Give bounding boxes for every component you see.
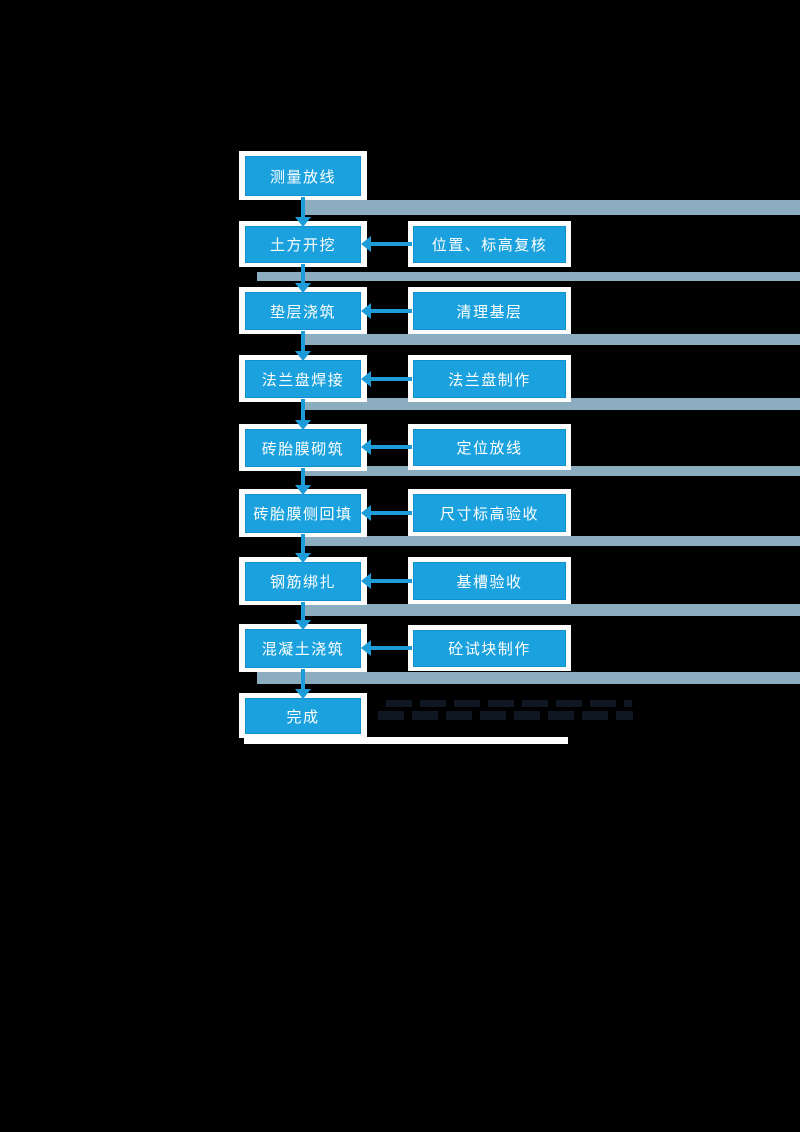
side-step-label: 位置、标高复核 <box>431 237 548 254</box>
main-step-box-complete: 完成 <box>245 698 361 734</box>
side-step-label: 定位放线 <box>456 440 523 457</box>
main-step-panel: 测量放线 <box>239 151 367 200</box>
side-step-panel: 清理基层 <box>408 287 571 334</box>
main-step-box-side-backfill: 砖胎膜侧回填 <box>245 494 361 533</box>
side-step-label: 基槽验收 <box>456 573 523 591</box>
residual-white-strip <box>244 737 568 744</box>
main-step-panel: 砖胎膜侧回填 <box>239 489 367 537</box>
faint-dash-artifact <box>386 700 632 707</box>
main-step-box-flange-welding: 法兰盘焊接 <box>245 360 361 398</box>
down-arrow-icon <box>295 331 311 361</box>
down-arrow-icon <box>295 669 311 699</box>
row-connector-band <box>257 672 800 684</box>
main-step-label: 砖胎膜砌筑 <box>261 440 345 458</box>
down-arrow-icon <box>295 399 311 430</box>
main-step-box-brick-mold-masonry: 砖胎膜砌筑 <box>245 429 361 467</box>
left-arrow-icon <box>361 303 412 319</box>
side-step-label: 尺寸标高验收 <box>439 505 539 523</box>
side-step-box-positioning-layout: 定位放线 <box>413 429 566 466</box>
side-step-panel: 砼试块制作 <box>408 625 571 671</box>
side-step-panel: 尺寸标高验收 <box>408 489 571 536</box>
left-arrow-icon <box>361 573 412 589</box>
side-step-panel: 定位放线 <box>408 424 571 470</box>
side-step-panel: 基槽验收 <box>408 557 571 604</box>
main-step-label: 砖胎膜侧回填 <box>253 506 353 523</box>
row-connector-band <box>302 466 800 476</box>
main-step-panel: 垫层浇筑 <box>239 287 367 334</box>
row-connector-band <box>302 604 800 616</box>
main-step-box-concrete-pour: 混凝土浇筑 <box>245 629 361 668</box>
side-step-box-dimension-elevation-acceptance: 尺寸标高验收 <box>413 494 566 532</box>
main-step-box-cushion-pour: 垫层浇筑 <box>245 292 361 330</box>
side-step-label: 砼试块制作 <box>448 641 531 658</box>
main-step-label: 土方开挖 <box>269 237 336 254</box>
down-arrow-icon <box>295 602 311 630</box>
row-connector-band <box>257 272 800 281</box>
left-arrow-icon <box>361 439 412 455</box>
down-arrow-icon <box>295 468 311 495</box>
row-connector-band <box>302 536 800 546</box>
side-step-label: 清理基层 <box>456 303 523 321</box>
side-step-panel: 位置、标高复核 <box>408 221 571 267</box>
side-step-box-position-elevation-check: 位置、标高复核 <box>413 226 566 263</box>
left-arrow-icon <box>361 640 412 656</box>
main-step-label: 混凝土浇筑 <box>261 641 345 658</box>
main-step-label: 法兰盘焊接 <box>261 371 345 389</box>
side-step-box-trench-acceptance: 基槽验收 <box>413 562 566 600</box>
main-step-panel: 完成 <box>239 693 367 738</box>
main-step-panel: 砖胎膜砌筑 <box>239 424 367 471</box>
side-step-box-clean-base: 清理基层 <box>413 292 566 330</box>
left-arrow-icon <box>361 505 412 521</box>
side-step-panel: 法兰盘制作 <box>408 355 571 402</box>
main-step-panel: 法兰盘焊接 <box>239 355 367 402</box>
main-step-panel: 混凝土浇筑 <box>239 624 367 672</box>
row-connector-band <box>302 200 800 215</box>
main-step-label: 测量放线 <box>269 168 336 186</box>
main-step-box-rebar-binding: 钢筋绑扎 <box>245 562 361 601</box>
main-step-box-measure-layout: 测量放线 <box>245 156 361 196</box>
down-arrow-icon <box>295 264 311 293</box>
main-step-panel: 钢筋绑扎 <box>239 557 367 605</box>
left-arrow-icon <box>361 371 412 387</box>
side-step-box-test-block-fabrication: 砼试块制作 <box>413 630 566 667</box>
down-arrow-icon <box>295 197 311 227</box>
main-step-label: 完成 <box>286 708 320 726</box>
down-arrow-icon <box>295 534 311 563</box>
side-step-box-flange-fabrication: 法兰盘制作 <box>413 360 566 398</box>
main-step-label: 钢筋绑扎 <box>269 574 336 591</box>
main-step-label: 垫层浇筑 <box>269 303 336 321</box>
side-step-label: 法兰盘制作 <box>448 371 531 389</box>
row-connector-band <box>302 334 800 345</box>
main-step-box-excavation: 土方开挖 <box>245 226 361 263</box>
faint-dash-artifact <box>378 711 633 720</box>
left-arrow-icon <box>361 236 412 252</box>
main-step-panel: 土方开挖 <box>239 221 367 267</box>
